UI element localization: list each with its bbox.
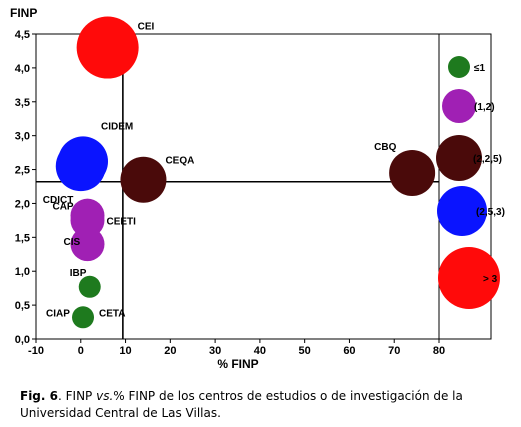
x-tick-label: 80 <box>433 345 445 357</box>
x-tick-label: -10 <box>28 345 44 357</box>
x-tick-label: 0 <box>78 345 84 357</box>
bubble-ceeti <box>70 203 105 238</box>
point-label-cap: CAP <box>52 202 73 213</box>
bubble-cbq <box>389 149 436 196</box>
legend-label: > 3 <box>483 274 498 285</box>
y-tick-label: 3,5 <box>15 97 30 109</box>
y-tick-label: 3,0 <box>15 131 30 143</box>
bubble-ceqa <box>120 156 167 203</box>
x-tick-label: 30 <box>209 345 221 357</box>
caption-text-2: % FINP de los centros de estudios o de i… <box>20 389 463 420</box>
figure-caption: Fig. 6. FINP vs.% FINP de los centros de… <box>20 388 510 422</box>
x-tick-label: 60 <box>343 345 355 357</box>
x-tick-label: 40 <box>254 345 266 357</box>
x-tick-label: 20 <box>164 345 176 357</box>
legend-bubble <box>448 56 470 78</box>
bubble-ciap <box>72 306 95 329</box>
y-tick-label: 2,0 <box>15 198 30 210</box>
y-tick-label: 1,5 <box>15 232 30 244</box>
point-label-ceta: CETA <box>99 308 125 319</box>
legend-label: (2,5,3) <box>476 207 505 218</box>
bubble-ibp <box>78 275 101 298</box>
point-label-ibp: IBP <box>70 268 87 279</box>
caption-text-vs: vs. <box>96 389 114 403</box>
caption-label: Fig. 6 <box>20 389 58 403</box>
x-tick-label: 50 <box>299 345 311 357</box>
plot-area <box>35 33 440 340</box>
legend-bubble <box>437 186 487 236</box>
y-axis-label: FINP <box>10 6 37 20</box>
point-label-cidem: CIDEM <box>101 121 133 132</box>
y-tick-label: 4,5 <box>15 29 30 41</box>
bubble-cei <box>76 16 139 79</box>
point-label-cis: CIS <box>63 237 80 248</box>
x-tick-label: 10 <box>119 345 131 357</box>
y-tick-label: 2,5 <box>15 165 30 177</box>
y-tick-label: 1,0 <box>15 266 30 278</box>
point-label-ceqa: CEQA <box>165 156 194 167</box>
point-label-cdict: CDICT <box>43 195 74 206</box>
legend-label: ≤1 <box>474 63 485 74</box>
legend-bubble <box>442 89 476 123</box>
bubble-cdict <box>55 141 106 192</box>
legend-bubble <box>436 135 482 181</box>
scatter-chart: FINP % FINP 0,0 0,5 1,0 1,5 2,0 2,5 3,0 3,5 4,0 4… <box>10 6 505 371</box>
y-tick-label: 0,0 <box>15 334 30 346</box>
y-tick-label: 0,5 <box>15 300 30 312</box>
point-label-cei: CEI <box>138 22 155 33</box>
caption-text-1: . FINP <box>58 389 97 403</box>
legend-label: (2,2,5) <box>473 154 502 165</box>
point-label-cbq: CBQ <box>374 142 396 153</box>
x-tick-label: 70 <box>388 345 400 357</box>
y-tick-label: 4,0 <box>15 63 30 75</box>
bubble-cis <box>70 227 105 262</box>
point-label-ceeti: CEETI <box>106 216 136 227</box>
point-label-ciap: CIAP <box>46 308 70 319</box>
legend-bubble <box>438 247 500 309</box>
legend-label: (1,2) <box>474 102 495 113</box>
x-axis-label: % FINP <box>217 357 258 371</box>
